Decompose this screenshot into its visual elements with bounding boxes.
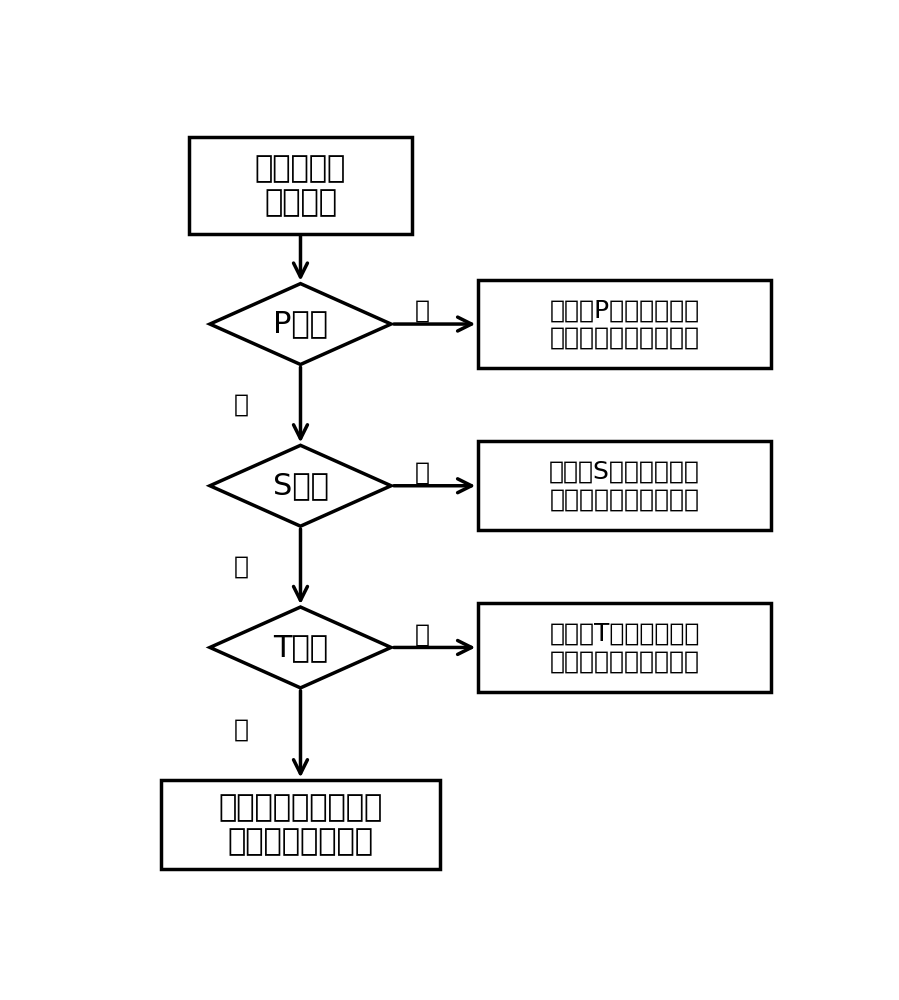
Text: 否: 否 bbox=[234, 718, 249, 742]
FancyBboxPatch shape bbox=[478, 441, 770, 530]
Text: S模式: S模式 bbox=[272, 471, 328, 500]
FancyBboxPatch shape bbox=[478, 603, 770, 692]
Polygon shape bbox=[210, 284, 391, 364]
Polygon shape bbox=[210, 445, 391, 526]
Text: 否: 否 bbox=[234, 393, 249, 417]
FancyBboxPatch shape bbox=[161, 780, 440, 869]
Polygon shape bbox=[210, 607, 391, 688]
Text: P模式: P模式 bbox=[273, 310, 328, 339]
FancyBboxPatch shape bbox=[478, 280, 770, 368]
Text: 获取与S模式对应的云
台的运动状态参考系数: 获取与S模式对应的云 台的运动状态参考系数 bbox=[549, 460, 700, 512]
Text: 云台当前的运动状态
参考系数保持不变: 云台当前的运动状态 参考系数保持不变 bbox=[218, 793, 383, 856]
Text: 获取与T模式对应的云
台的运动状态参考系数: 获取与T模式对应的云 台的运动状态参考系数 bbox=[549, 622, 699, 673]
Text: 判断当前的
运动模式: 判断当前的 运动模式 bbox=[254, 154, 346, 217]
Text: 是: 是 bbox=[415, 299, 430, 323]
Text: T模式: T模式 bbox=[273, 633, 328, 662]
Text: 获取与P模式对应的云
台的运动状态参考系数: 获取与P模式对应的云 台的运动状态参考系数 bbox=[549, 298, 699, 350]
Text: 是: 是 bbox=[415, 622, 430, 646]
Text: 否: 否 bbox=[234, 555, 249, 579]
Text: 是: 是 bbox=[415, 461, 430, 485]
FancyBboxPatch shape bbox=[189, 137, 412, 234]
